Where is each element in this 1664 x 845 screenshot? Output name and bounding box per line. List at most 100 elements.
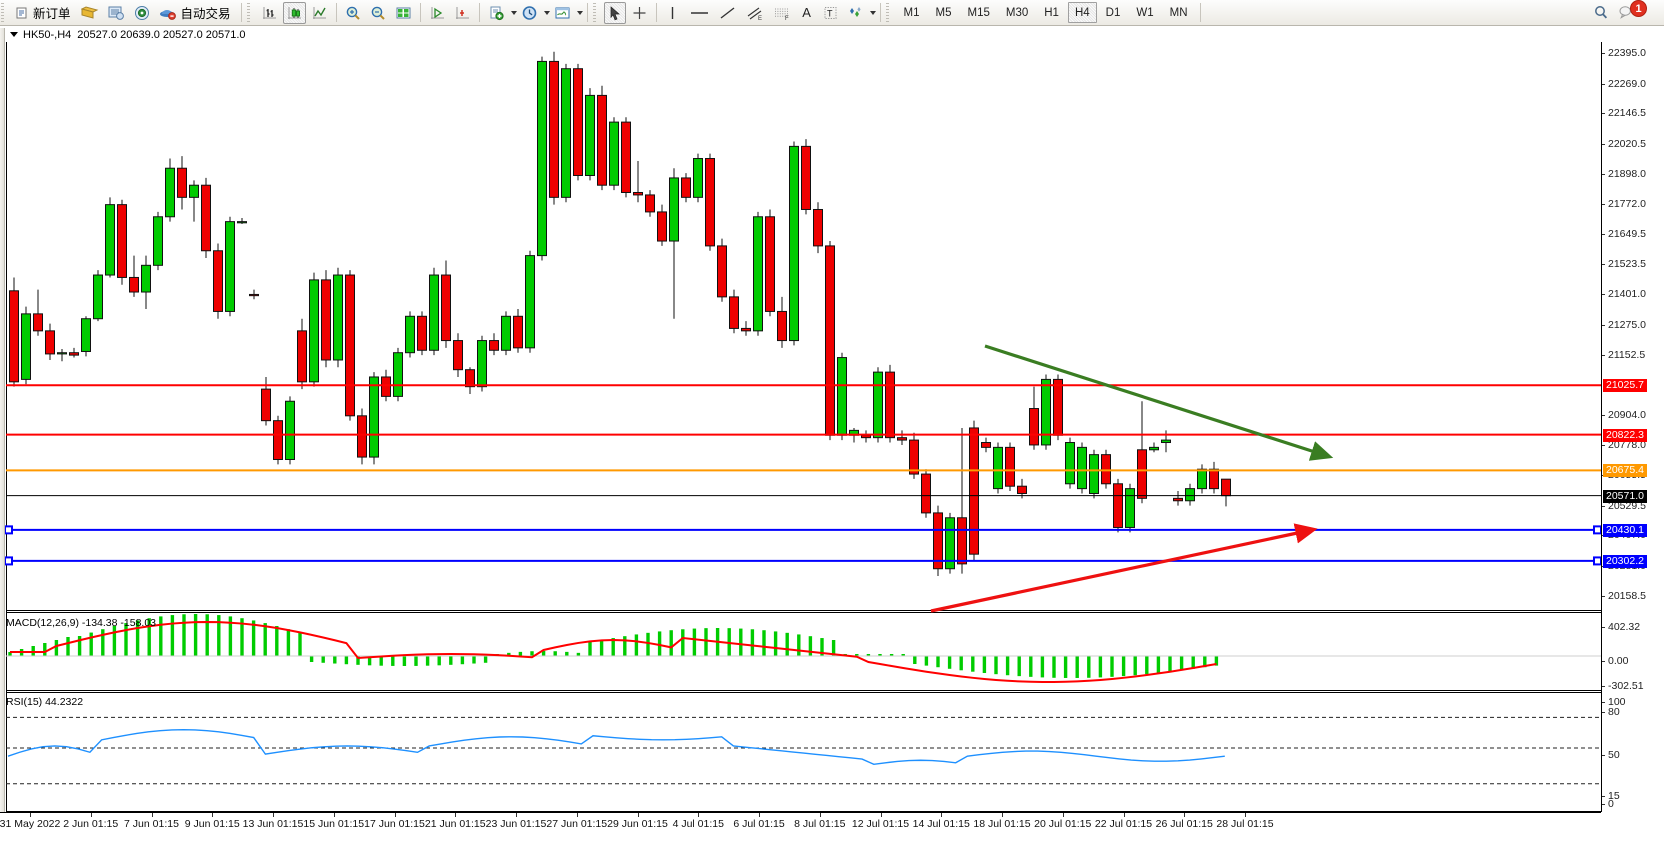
terminal-button[interactable] bbox=[104, 2, 128, 24]
price-level-tag[interactable]: 20302.2 bbox=[1603, 554, 1647, 568]
svg-text:T: T bbox=[827, 8, 833, 18]
notifications-button[interactable]: 1 bbox=[1615, 0, 1658, 24]
timeframe-d1[interactable]: D1 bbox=[1105, 6, 1121, 19]
time-tick-label: 14 Jul 01:15 bbox=[912, 818, 970, 830]
trendline-icon bbox=[720, 6, 734, 19]
timeframe-h1[interactable]: H1 bbox=[1044, 6, 1059, 19]
grid-button[interactable] bbox=[392, 2, 415, 24]
time-tick-label: 27 Jun 01:15 bbox=[546, 818, 608, 830]
rsi-scale-tick: 50 bbox=[1602, 750, 1620, 761]
main-toolbar: 新订单 bbox=[0, 0, 1664, 26]
price-level-tag[interactable]: 20571.0 bbox=[1603, 489, 1647, 503]
new-order-button[interactable]: 新订单 bbox=[12, 2, 76, 24]
period-dropdown-caret[interactable] bbox=[543, 10, 550, 15]
toolbar-grip-1[interactable] bbox=[1, 2, 8, 23]
time-tick-mark bbox=[273, 813, 274, 817]
price-tick: 21275.0 bbox=[1602, 319, 1646, 331]
text-label-button[interactable]: T bbox=[820, 2, 842, 24]
time-tick-label: 15 Jun 01:15 bbox=[303, 818, 365, 830]
rsi-plot bbox=[6, 716, 1601, 785]
price-level-tag[interactable]: 21025.7 bbox=[1603, 379, 1647, 393]
chart-shift-button[interactable] bbox=[451, 2, 474, 24]
rsi-scale-tick: 0 bbox=[1602, 799, 1614, 810]
period-button[interactable] bbox=[518, 2, 541, 24]
vertical-line-icon bbox=[671, 6, 674, 19]
signals-button[interactable] bbox=[130, 2, 154, 24]
time-tick-label: 20 Jul 01:15 bbox=[1034, 818, 1092, 830]
time-tick-label: 2 Jun 01:15 bbox=[63, 818, 119, 830]
timeframe-mn[interactable]: MN bbox=[1169, 6, 1188, 19]
notification-badge: 1 bbox=[1630, 0, 1647, 17]
macd-indicator-label: MACD(12,26,9) -134.38 -158.03 bbox=[6, 617, 156, 629]
rsi-indicator-label: RSI(15) 44.2322 bbox=[6, 696, 84, 708]
timeframe-m15[interactable]: M15 bbox=[967, 6, 990, 19]
horizontal-line-button[interactable] bbox=[686, 2, 713, 24]
time-tick-mark bbox=[516, 813, 517, 817]
cursor-button[interactable] bbox=[603, 1, 626, 24]
time-tick-label: 22 Jul 01:15 bbox=[1094, 818, 1153, 830]
folder-button[interactable] bbox=[78, 2, 102, 24]
chart-menu-caret-icon[interactable] bbox=[10, 32, 18, 37]
toolbar-grip-2[interactable] bbox=[246, 2, 254, 23]
macd-plot bbox=[6, 614, 1601, 683]
templates-button[interactable] bbox=[551, 2, 574, 24]
timeframe-m30[interactable]: M30 bbox=[1005, 6, 1029, 19]
toolbar-grip-4[interactable] bbox=[885, 2, 893, 23]
macd-scale-tick: 402.32 bbox=[1602, 622, 1640, 633]
toolbar-divider-6 bbox=[655, 3, 657, 22]
search-button[interactable] bbox=[1589, 2, 1613, 24]
shapes-button[interactable] bbox=[844, 2, 867, 24]
period-clock-icon bbox=[522, 5, 536, 20]
autotrading-button[interactable]: 自动交易 bbox=[156, 2, 236, 24]
auto-scroll-button[interactable] bbox=[426, 2, 449, 24]
templates-dropdown-caret[interactable] bbox=[576, 10, 583, 15]
vertical-line-button[interactable] bbox=[662, 2, 684, 24]
bar-chart-button[interactable] bbox=[258, 2, 281, 24]
price-tick: 21898.0 bbox=[1602, 168, 1646, 180]
price-level-tag[interactable]: 20675.4 bbox=[1603, 464, 1647, 478]
zoom-in-button[interactable] bbox=[342, 2, 365, 24]
price-level-tag[interactable]: 20430.1 bbox=[1603, 523, 1647, 537]
time-tick-mark bbox=[333, 813, 335, 817]
time-tick-mark bbox=[30, 813, 31, 817]
zoom-out-icon bbox=[371, 6, 385, 20]
new-chart-dropdown-caret[interactable] bbox=[510, 10, 517, 15]
new-order-icon bbox=[16, 7, 27, 18]
timeframe-w1[interactable]: W1 bbox=[1136, 6, 1154, 19]
macd-scale-tick: -302.51 bbox=[1602, 681, 1644, 692]
timeframe-m1[interactable]: M1 bbox=[903, 6, 920, 19]
chart-symbol-period: HK50-,H4 bbox=[23, 28, 72, 41]
new-chart-icon bbox=[490, 6, 504, 20]
price-level-handle bbox=[1593, 556, 1602, 566]
text-button[interactable]: A bbox=[796, 2, 818, 24]
text-label-icon: T bbox=[824, 6, 837, 19]
trendline-button[interactable] bbox=[715, 2, 740, 24]
candlestick-chart-button[interactable] bbox=[282, 1, 306, 24]
timeframe-h4[interactable]: H4 bbox=[1067, 2, 1097, 23]
time-tick-label: 4 Jul 01:15 bbox=[672, 818, 724, 830]
chart-left-rail bbox=[0, 28, 5, 812]
time-tick-label: 23 Jun 01:15 bbox=[485, 818, 547, 830]
chart-ohlc: 20527.0 20639.0 20527.0 20571.0 bbox=[77, 28, 246, 41]
price-level-tag[interactable]: 20822.3 bbox=[1603, 428, 1647, 442]
price-axis[interactable]: 22395.0 22269.0 22146.5 22020.5 21898.0 21772… bbox=[1601, 28, 1664, 812]
time-tick-label: 8 Jul 01:15 bbox=[794, 818, 846, 830]
rsi-scale-tick: 100 bbox=[1602, 697, 1626, 708]
timeframe-m5[interactable]: M5 bbox=[935, 6, 952, 19]
price-tick: 21523.5 bbox=[1602, 259, 1646, 270]
autotrading-label: 自动交易 bbox=[180, 7, 231, 21]
cursor-icon bbox=[610, 5, 620, 20]
toolbar-divider-5 bbox=[586, 3, 588, 22]
candles bbox=[9, 51, 1231, 577]
zoom-out-button[interactable] bbox=[367, 2, 390, 24]
time-axis[interactable]: 31 May 2022 2 Jun 01:15 7 Jun 01:15 9 Jun 0… bbox=[0, 812, 1601, 845]
crosshair-button[interactable] bbox=[628, 2, 651, 24]
shapes-dropdown-caret[interactable] bbox=[869, 10, 876, 15]
toolbar-grip-3[interactable] bbox=[592, 2, 600, 23]
time-tick-mark bbox=[1062, 813, 1064, 817]
new-chart-button[interactable] bbox=[485, 2, 508, 24]
line-chart-button[interactable] bbox=[308, 2, 331, 24]
equidistant-channel-button[interactable]: E bbox=[742, 2, 767, 24]
fibonacci-button[interactable]: F bbox=[769, 2, 794, 24]
